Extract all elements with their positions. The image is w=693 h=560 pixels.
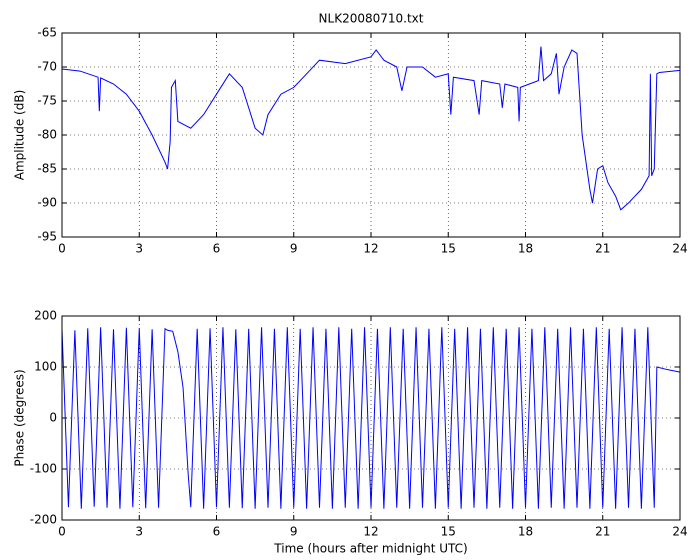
- x-tick-label: 15: [441, 242, 456, 256]
- y-tick-label: -95: [37, 230, 57, 244]
- y-tick-label: 200: [34, 309, 57, 323]
- y-tick-label: -75: [37, 94, 57, 108]
- x-tick-label: 6: [213, 525, 221, 539]
- y-tick-label: -90: [37, 196, 57, 210]
- x-tick-label: 12: [363, 242, 378, 256]
- y-axis-label: Phase (degrees): [13, 369, 27, 466]
- y-tick-label: -65: [37, 26, 57, 40]
- x-tick-label: 0: [58, 242, 66, 256]
- y-tick-label: -200: [30, 513, 57, 527]
- x-tick-label: 24: [672, 242, 687, 256]
- x-tick-label: 0: [58, 525, 66, 539]
- y-tick-label: -85: [37, 162, 57, 176]
- axes-box: [61, 32, 681, 238]
- y-axis-label: Amplitude (dB): [13, 90, 27, 181]
- y-tick-label: 0: [49, 411, 57, 425]
- x-tick-label: 24: [672, 525, 687, 539]
- data-line: [61, 46, 681, 211]
- data-line: [61, 327, 681, 509]
- x-tick-label: 21: [595, 525, 610, 539]
- x-tick-label: 9: [290, 525, 298, 539]
- axes-box: [61, 315, 681, 521]
- x-tick-label: 15: [441, 525, 456, 539]
- y-tick-label: 100: [34, 360, 57, 374]
- x-tick-label: 18: [518, 525, 533, 539]
- y-tick-label: -70: [37, 60, 57, 74]
- x-tick-label: 18: [518, 242, 533, 256]
- chart-title: NLK20080710.txt: [319, 12, 424, 26]
- x-tick-label: 3: [135, 242, 143, 256]
- x-tick-label: 12: [363, 525, 378, 539]
- x-tick-label: 6: [213, 242, 221, 256]
- y-tick-label: -80: [37, 128, 57, 142]
- x-axis-label: Time (hours after midnight UTC): [273, 542, 467, 556]
- x-tick-label: 3: [135, 525, 143, 539]
- y-tick-label: -100: [30, 462, 57, 476]
- x-tick-label: 21: [595, 242, 610, 256]
- x-tick-label: 9: [290, 242, 298, 256]
